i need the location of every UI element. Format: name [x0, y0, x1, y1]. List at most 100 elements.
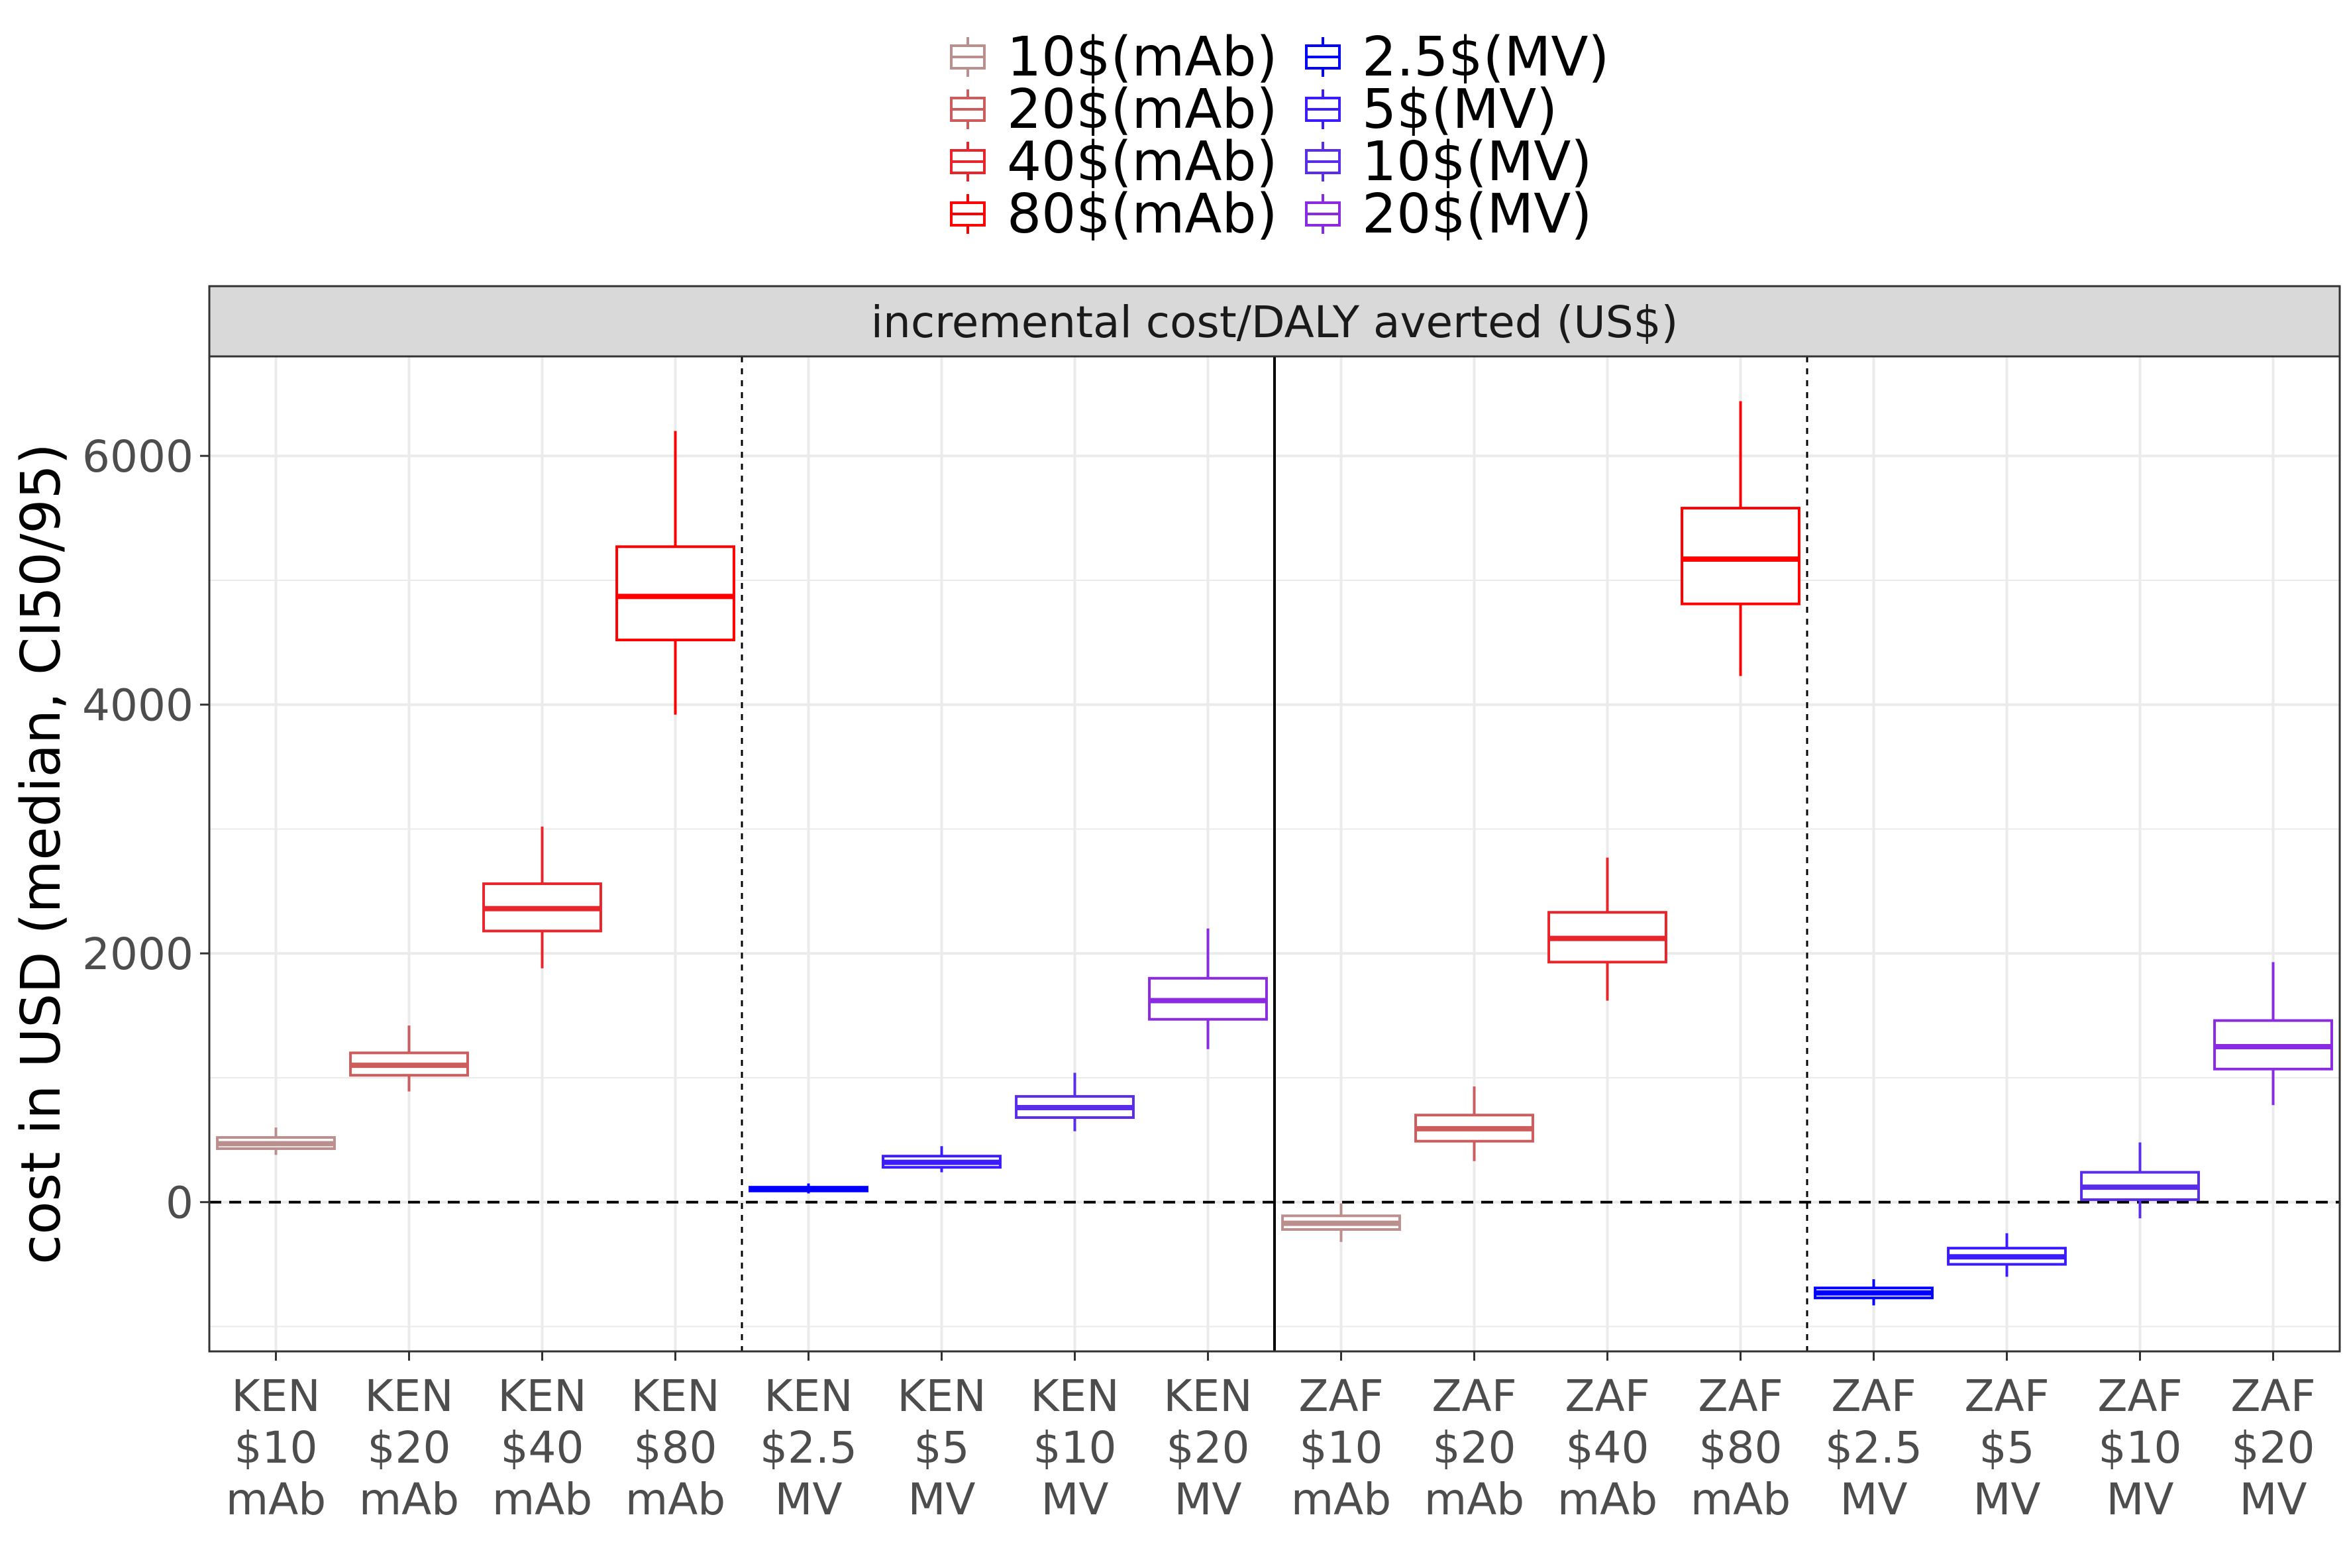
x-tick-label-line: $40: [1566, 1422, 1649, 1473]
box-ken-80-mab: [615, 431, 735, 715]
box-ken-10-mv: [1015, 1072, 1135, 1131]
x-tick-label-line: MV: [2106, 1474, 2173, 1525]
x-tick-label-line: mAb: [1691, 1474, 1791, 1525]
x-tick-label: KEN $10 MV: [1030, 1371, 1119, 1525]
x-tick-label-line: $20: [2232, 1422, 2315, 1473]
legend-item: 20$(MV): [1305, 183, 1592, 246]
legend-item: 10$(mAb): [950, 26, 1278, 89]
group-separators: [209, 356, 2340, 1351]
box-zaf-5-mv: [1947, 1233, 2067, 1277]
legend-item: 2.5$(MV): [1305, 26, 1609, 89]
legend-item: 80$(mAb): [950, 183, 1278, 246]
x-tick-label: KEN $20 mAb: [359, 1371, 459, 1525]
x-tick-label-line: $10: [2099, 1422, 2182, 1473]
x-tick-label-line: MV: [908, 1474, 975, 1525]
x-tick-label-line: ZAF: [1565, 1371, 1649, 1422]
legend-item: 40$(mAb): [950, 131, 1278, 193]
box-zaf-2.5-mv: [1814, 1279, 1934, 1306]
x-tick-label-line: MV: [774, 1474, 842, 1525]
x-tick-label-line: $10: [235, 1422, 318, 1473]
x-tick-label-line: $80: [1699, 1422, 1783, 1473]
legend: 10$(mAb) 2.5$(MV) 20$(mAb) 5$(MV) 40$(mAb) 10…: [950, 26, 1609, 246]
y-tick-label: 6000: [82, 431, 193, 482]
x-tick-label: ZAF $20 mAb: [1424, 1371, 1524, 1525]
x-tick-label-line: $5: [1979, 1422, 2035, 1473]
box-zaf-80-mab: [1681, 401, 1800, 676]
y-axis: 0 2000 4000 6000: [82, 431, 209, 1229]
box-ken-2.5-mv: [749, 1183, 868, 1194]
box-body: [1681, 507, 1800, 605]
x-tick-label-line: KEN: [631, 1371, 719, 1422]
legend-label: 20$(MV): [1362, 183, 1592, 246]
x-tick-label-line: $5: [914, 1422, 970, 1473]
x-tick-label-line: KEN: [1163, 1371, 1252, 1422]
x-tick-label: KEN $20 MV: [1163, 1371, 1252, 1525]
x-tick-label-line: ZAF: [1432, 1371, 1516, 1422]
x-tick-label-line: mAb: [226, 1474, 326, 1525]
box-ken-20-mab: [349, 1025, 469, 1092]
box-ken-40-mab: [482, 826, 602, 968]
x-tick-label-line: mAb: [359, 1474, 459, 1525]
x-tick-label-line: ZAF: [2097, 1371, 2182, 1422]
y-tick-label: 2000: [82, 929, 193, 980]
legend-label: 20$(mAb): [1007, 78, 1278, 141]
plot-panel: [208, 355, 2341, 1353]
x-tick-label-line: $20: [368, 1422, 451, 1473]
box-ken-20-mv: [1148, 928, 1268, 1049]
x-tick-label-line: KEN: [897, 1371, 986, 1422]
x-tick-label-line: $20: [1433, 1422, 1516, 1473]
box-zaf-10-mab: [1281, 1203, 1401, 1242]
y-tick-label: 0: [166, 1178, 193, 1229]
x-tick-label-line: $10: [1033, 1422, 1117, 1473]
x-tick-label: ZAF $20 MV: [2230, 1371, 2315, 1525]
x-tick-label-line: MV: [1973, 1474, 2040, 1525]
legend-label: 5$(MV): [1362, 78, 1557, 141]
x-tick-label: ZAF $40 mAb: [1557, 1371, 1657, 1525]
y-axis-label: cost in USD (median, CI50/95): [10, 443, 73, 1265]
boxes: [216, 401, 2333, 1306]
y-tick-label: 4000: [82, 680, 193, 731]
x-tick-label-line: ZAF: [1964, 1371, 2049, 1422]
legend-label: 10$(MV): [1362, 131, 1592, 193]
legend-item: 5$(MV): [1305, 78, 1557, 141]
legend-item: 10$(MV): [1305, 131, 1592, 193]
x-tick-label: KEN $10 mAb: [226, 1371, 326, 1525]
legend-label: 10$(mAb): [1007, 26, 1278, 89]
x-tick-label-line: KEN: [364, 1371, 453, 1422]
x-tick-label: ZAF $10 MV: [2097, 1371, 2182, 1525]
x-tick-label-line: ZAF: [1698, 1371, 1783, 1422]
x-tick-label-line: mAb: [1291, 1474, 1391, 1525]
box-ken-5-mv: [882, 1146, 1002, 1173]
legend-item: 20$(mAb): [950, 78, 1278, 141]
x-tick-label: ZAF $2.5 MV: [1825, 1371, 1922, 1525]
x-tick-label-line: $2.5: [760, 1422, 857, 1473]
x-tick-label-line: ZAF: [1298, 1371, 1383, 1422]
x-tick-label-line: KEN: [497, 1371, 586, 1422]
x-tick-label: KEN $40 mAb: [492, 1371, 592, 1525]
x-tick-label-line: $80: [634, 1422, 717, 1473]
x-tick-label-line: $2.5: [1825, 1422, 1922, 1473]
x-tick-label: ZAF $5 MV: [1964, 1371, 2049, 1525]
x-tick-label-line: KEN: [1030, 1371, 1119, 1422]
box-zaf-40-mab: [1547, 857, 1667, 1001]
legend-label: 80$(mAb): [1007, 183, 1278, 246]
x-tick-label-line: MV: [2239, 1474, 2307, 1525]
x-tick-label: KEN $5 MV: [897, 1371, 986, 1525]
x-tick-label-line: MV: [1840, 1474, 1907, 1525]
box-ken-10-mab: [216, 1127, 336, 1155]
x-tick-label-line: $10: [1300, 1422, 1383, 1473]
x-tick-label-line: mAb: [1424, 1474, 1524, 1525]
x-tick-label-line: mAb: [492, 1474, 592, 1525]
legend-label: 2.5$(MV): [1362, 26, 1609, 89]
x-tick-label-line: KEN: [764, 1371, 853, 1422]
box-zaf-10-mv: [2080, 1142, 2200, 1219]
box-body: [615, 545, 735, 642]
x-tick-label: KEN $2.5 MV: [760, 1371, 857, 1525]
x-tick-label-line: mAb: [1557, 1474, 1657, 1525]
box-zaf-20-mv: [2213, 962, 2333, 1106]
x-tick-label: KEN $80 mAb: [625, 1371, 725, 1525]
legend-label: 40$(mAb): [1007, 131, 1278, 193]
